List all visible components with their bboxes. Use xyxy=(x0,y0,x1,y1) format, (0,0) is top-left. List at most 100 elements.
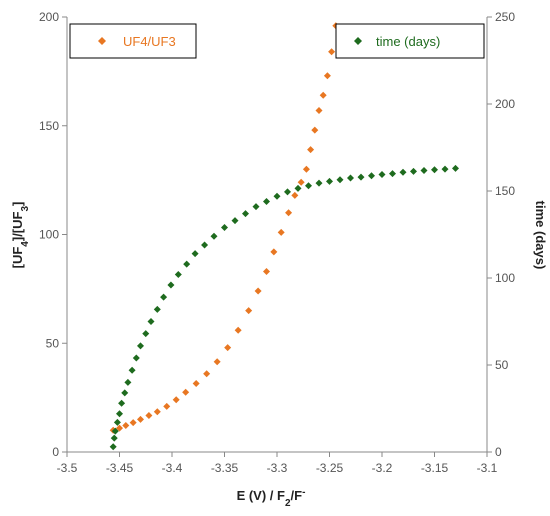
data-point xyxy=(245,307,253,315)
data-point xyxy=(121,389,129,397)
data-point xyxy=(273,192,281,200)
x-axis-ticks: -3.5 -3.45 -3.4 -3.35 -3.3 -3.25 -3.2 -3.15 -3.1 xyxy=(57,452,498,475)
x-tick-label: -3.25 xyxy=(316,461,344,475)
data-point xyxy=(368,172,375,180)
data-point xyxy=(137,342,144,350)
data-point xyxy=(305,182,312,190)
data-point xyxy=(132,354,140,362)
data-point xyxy=(302,165,310,173)
data-point xyxy=(142,330,150,338)
data-point xyxy=(431,166,438,174)
data-point xyxy=(307,146,315,154)
left-y-tick-label: 200 xyxy=(39,10,59,24)
data-point xyxy=(210,232,218,240)
data-point xyxy=(172,396,180,404)
data-point xyxy=(242,210,249,218)
data-point xyxy=(410,167,417,175)
data-point xyxy=(118,399,126,407)
data-point xyxy=(113,418,121,426)
data-point xyxy=(284,188,291,196)
data-point xyxy=(167,281,175,289)
right-y-axis-ticks: 0 50 100 150 200 250 xyxy=(487,10,515,459)
data-point xyxy=(315,107,323,115)
data-point xyxy=(315,179,323,187)
data-point xyxy=(201,241,209,249)
series-time-days xyxy=(109,164,459,451)
data-point xyxy=(183,260,191,268)
data-point xyxy=(182,388,190,396)
x-tick-label: -3.35 xyxy=(211,461,239,475)
data-point xyxy=(109,443,117,451)
x-tick-label: -3.45 xyxy=(106,461,134,475)
x-tick-label: -3.3 xyxy=(267,461,288,475)
data-point xyxy=(420,166,428,174)
right-y-tick-label: 200 xyxy=(495,97,515,111)
data-point xyxy=(323,72,331,80)
data-point xyxy=(145,411,153,419)
right-y-tick-label: 100 xyxy=(495,271,515,285)
legend-uf4-uf3-label: UF4/UF3 xyxy=(123,34,176,49)
right-y-tick-label: 150 xyxy=(495,184,515,198)
legend-uf4-uf3: UF4/UF3 xyxy=(69,23,197,59)
data-point xyxy=(124,378,132,386)
data-point xyxy=(399,168,407,176)
data-point xyxy=(224,344,232,352)
data-point xyxy=(336,176,344,184)
data-point xyxy=(231,217,239,225)
data-point xyxy=(357,173,365,181)
left-y-tick-label: 50 xyxy=(46,336,60,350)
data-point xyxy=(291,191,299,199)
x-tick-label: -3.5 xyxy=(57,461,78,475)
left-y-tick-label: 100 xyxy=(39,228,59,242)
data-point xyxy=(441,165,449,173)
data-point xyxy=(153,305,161,313)
right-y-tick-label: 50 xyxy=(495,358,509,372)
data-point xyxy=(191,250,199,258)
series-uf4-uf3 xyxy=(109,22,340,434)
data-point xyxy=(203,370,211,378)
data-point xyxy=(128,366,136,374)
data-point xyxy=(263,267,270,275)
data-point xyxy=(116,410,123,418)
data-point xyxy=(254,287,262,295)
data-point xyxy=(277,228,285,236)
data-point xyxy=(122,421,130,429)
data-point xyxy=(378,170,386,178)
data-point xyxy=(326,177,333,185)
left-y-axis-ticks: 0 50 100 150 200 xyxy=(39,10,67,459)
right-y-axis-title: time (days) xyxy=(533,201,548,270)
legend-uf4-uf3-box xyxy=(69,23,197,59)
data-point xyxy=(270,248,278,256)
legend-time-days-label: time (days) xyxy=(376,34,440,49)
data-point xyxy=(221,224,228,232)
data-point xyxy=(452,164,459,172)
legend-uf4-uf3-marker xyxy=(98,37,106,45)
data-point xyxy=(285,209,293,217)
data-point xyxy=(137,415,144,423)
legend-time-days-marker xyxy=(354,37,362,45)
data-point xyxy=(328,48,336,56)
data-point xyxy=(319,91,327,99)
data-point xyxy=(160,293,168,301)
data-point xyxy=(263,197,270,205)
data-point xyxy=(174,271,182,279)
data-point xyxy=(297,178,305,186)
data-point xyxy=(110,434,118,442)
data-point xyxy=(347,174,354,182)
data-point xyxy=(116,424,123,432)
data-point xyxy=(252,203,260,211)
data-point xyxy=(111,427,119,435)
data-point xyxy=(163,402,171,410)
left-y-tick-label: 0 xyxy=(52,445,59,459)
data-point xyxy=(129,419,137,427)
x-tick-label: -3.1 xyxy=(477,461,498,475)
x-tick-label: -3.15 xyxy=(421,461,449,475)
x-tick-label: -3.2 xyxy=(372,461,393,475)
data-point xyxy=(294,184,302,192)
left-y-tick-label: 150 xyxy=(39,119,59,133)
data-point xyxy=(213,358,221,366)
series-layer xyxy=(109,22,459,451)
data-point xyxy=(192,379,200,387)
